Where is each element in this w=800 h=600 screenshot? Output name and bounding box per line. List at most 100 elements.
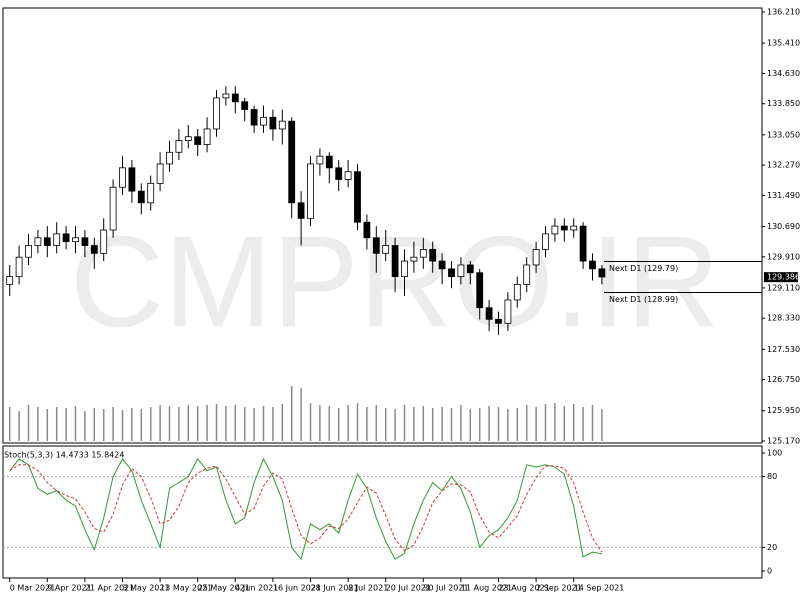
candle-body bbox=[15, 256, 23, 278]
y-tick-label: 129.110 bbox=[767, 283, 800, 292]
y-tick-label: 136.210 bbox=[767, 8, 800, 17]
candle-body bbox=[6, 276, 14, 285]
candle-body bbox=[316, 155, 324, 165]
candle-body bbox=[156, 163, 164, 184]
x-tick-label: 2 Sep 2021 bbox=[536, 584, 582, 593]
y-tick-label: 126.750 bbox=[767, 375, 800, 384]
x-tick-label: 28 Jun 2021 bbox=[311, 584, 359, 593]
candle-body bbox=[570, 225, 578, 231]
y-tick-label: 80 bbox=[767, 472, 777, 481]
price-pane bbox=[2, 7, 763, 444]
candle-body bbox=[532, 249, 540, 266]
candle-body bbox=[62, 233, 70, 243]
x-tick-label: 9 Apr 2021 bbox=[47, 584, 91, 593]
candle-body bbox=[438, 260, 446, 270]
candle-body bbox=[109, 186, 117, 231]
candle-body bbox=[579, 225, 587, 262]
y-tick-label: 125.950 bbox=[767, 406, 800, 415]
y-tick-label: 133.850 bbox=[767, 99, 800, 108]
candle-body bbox=[513, 283, 521, 301]
candle-body bbox=[382, 245, 390, 254]
candle-body bbox=[175, 140, 183, 153]
y-tick-label: 135.410 bbox=[767, 39, 800, 48]
stoch-line bbox=[9, 464, 603, 553]
candle-body bbox=[429, 249, 437, 262]
candle-body bbox=[504, 299, 512, 324]
x-tick-label: 25 May 2021 bbox=[198, 584, 250, 593]
candle-body bbox=[100, 229, 108, 254]
candle-body bbox=[372, 237, 380, 254]
candle-body bbox=[72, 237, 79, 243]
candle-body bbox=[213, 97, 220, 130]
stoch-title: Stoch(5,3,3) 14.4733 15.8424 bbox=[4, 451, 124, 460]
candle-body bbox=[90, 245, 98, 254]
candle-body bbox=[551, 225, 559, 235]
candle-body bbox=[81, 237, 89, 246]
candle-body bbox=[147, 182, 155, 204]
x-tick-label: 3 May 2021 bbox=[123, 584, 170, 593]
candle-body bbox=[34, 237, 42, 246]
x-tick-label: 8 Jul 2021 bbox=[348, 584, 388, 593]
candle-body bbox=[325, 155, 333, 169]
y-tick-label: 20 bbox=[767, 543, 777, 552]
candle-body bbox=[354, 171, 361, 223]
candle-body bbox=[560, 225, 568, 231]
candle-body bbox=[598, 268, 606, 278]
candle-body bbox=[419, 249, 427, 258]
candle-body bbox=[128, 167, 136, 192]
x-tick-label: 11 Aug 2021 bbox=[461, 584, 512, 593]
candle-body bbox=[184, 136, 192, 142]
candle-body bbox=[307, 163, 314, 219]
candle-body bbox=[288, 120, 296, 204]
candle-body bbox=[410, 256, 418, 262]
candle-body bbox=[335, 167, 343, 180]
current-price-label: 129.386 bbox=[767, 273, 800, 282]
y-tick-label: 130.690 bbox=[767, 222, 800, 231]
candle-body bbox=[476, 272, 484, 309]
candle-body bbox=[523, 264, 531, 285]
candle-body bbox=[542, 233, 549, 250]
x-tick-label: 0 Mar 2021 bbox=[10, 584, 56, 593]
candle-body bbox=[260, 116, 267, 126]
candle-body bbox=[25, 245, 32, 258]
y-tick-label: 133.050 bbox=[767, 130, 800, 139]
y-tick-label: 132.270 bbox=[767, 161, 800, 170]
current-price-box bbox=[764, 272, 798, 283]
x-tick-label: 16 Jun 2021 bbox=[273, 584, 321, 593]
candle-body bbox=[391, 245, 399, 278]
x-tick-label: 21 Apr 2021 bbox=[85, 584, 134, 593]
y-tick-label: 129.910 bbox=[767, 252, 800, 261]
y-tick-label: 134.630 bbox=[767, 69, 800, 78]
y-tick-label: 131.490 bbox=[767, 191, 800, 200]
x-tick-label: 23 Aug 2021 bbox=[499, 584, 550, 593]
x-tick-label: 14 Sep 2021 bbox=[574, 584, 625, 593]
x-tick-label: 20 Jul 2021 bbox=[386, 584, 431, 593]
candle-body bbox=[485, 307, 493, 320]
y-tick-label: 128.330 bbox=[767, 314, 800, 323]
candle-body bbox=[278, 120, 286, 130]
candle-body bbox=[231, 93, 239, 103]
x-tick-label: 30 Jul 2021 bbox=[423, 584, 468, 593]
candle-body bbox=[457, 264, 465, 278]
y-tick-label: 100 bbox=[767, 449, 782, 458]
candle-body bbox=[203, 128, 211, 145]
y-tick-label: 0 bbox=[767, 567, 772, 576]
candle-body bbox=[589, 260, 596, 270]
candle-body bbox=[466, 264, 474, 274]
candle-body bbox=[344, 171, 352, 180]
y-tick-label: 127.530 bbox=[767, 345, 800, 354]
candle-body bbox=[241, 101, 249, 110]
candle-body bbox=[297, 202, 305, 219]
candle-body bbox=[53, 233, 61, 246]
y-tick-label: 125.170 bbox=[767, 437, 800, 446]
x-tick-label: 4 Jun 2021 bbox=[235, 584, 278, 593]
candle-body bbox=[43, 237, 51, 246]
candle-body bbox=[269, 116, 277, 130]
candle-body bbox=[250, 109, 258, 126]
stoch-pane bbox=[2, 445, 763, 579]
candle-body bbox=[194, 136, 202, 145]
candle-body bbox=[495, 318, 502, 324]
candle-body bbox=[448, 268, 455, 278]
candle-body bbox=[119, 167, 126, 188]
candle-body bbox=[166, 151, 173, 165]
